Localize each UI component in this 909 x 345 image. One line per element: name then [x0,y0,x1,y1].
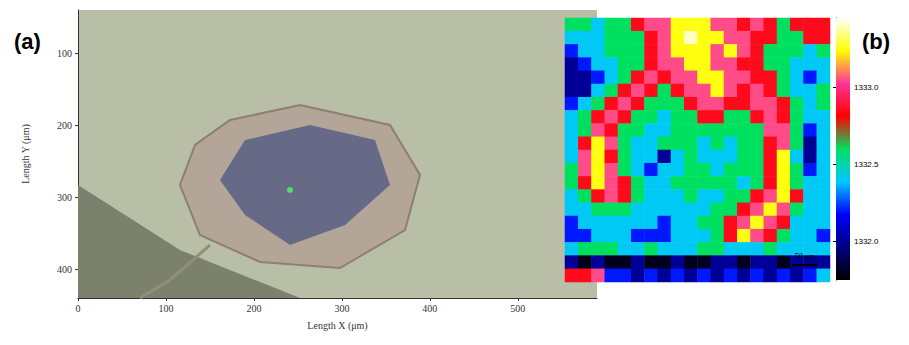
svg-text:300: 300 [334,303,349,314]
svg-text:(b): (b) [862,29,890,54]
svg-text:300: 300 [57,192,72,203]
svg-text:400: 400 [57,264,72,275]
svg-text:200: 200 [57,120,72,131]
svg-text:200: 200 [246,303,261,314]
svg-text:0: 0 [76,303,81,314]
svg-text:1332.0: 1332.0 [854,237,879,246]
svg-text:Length X (μm): Length X (μm) [307,320,367,332]
svg-text:1332.5: 1332.5 [854,160,879,169]
svg-text:Length Y (μm): Length Y (μm) [20,124,32,184]
svg-text:100: 100 [57,48,72,59]
svg-text:1333.0: 1333.0 [854,83,879,92]
svg-text:100: 100 [158,303,173,314]
svg-text:400: 400 [422,303,437,314]
svg-text:500: 500 [510,303,525,314]
svg-text:(a): (a) [14,29,41,54]
svg-text:50 μm: 50 μm [795,252,816,261]
